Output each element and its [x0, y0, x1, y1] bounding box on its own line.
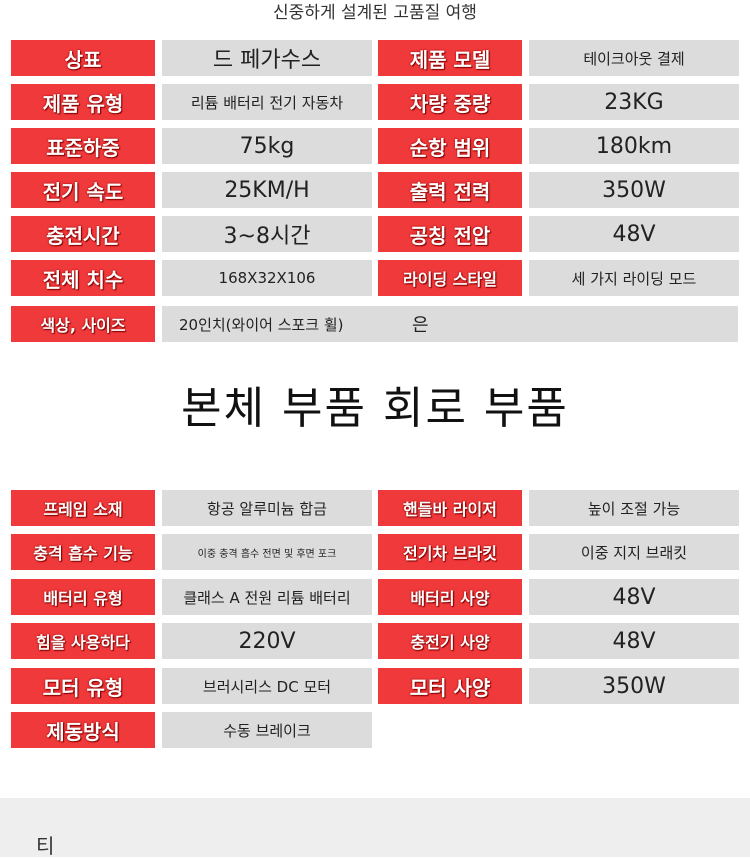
value-cell: 25KM/H — [162, 172, 372, 208]
label-cell: 충격 흡수 기능 — [11, 534, 155, 570]
label-cell: 표준하중 — [11, 128, 155, 164]
label-cell: 전체 치수 — [11, 260, 155, 296]
value-cell: 168X32X106 — [162, 260, 372, 296]
value-cell: 75kg — [162, 128, 372, 164]
value-cell: 수동 브레이크 — [162, 712, 372, 748]
label-cell: 라이딩 스타일 — [378, 260, 522, 296]
value-cell: 이중 지지 브래킷 — [529, 534, 739, 570]
label-cell: 순항 범위 — [378, 128, 522, 164]
value-cell: 48V — [529, 216, 739, 252]
label-cell: 충전기 사양 — [378, 623, 522, 659]
value-cell: 리튬 배터리 전기 자동차 — [162, 84, 372, 120]
value-cell: 항공 알루미늄 합금 — [162, 490, 372, 526]
label-cell: 상표 — [11, 40, 155, 76]
footer-text: 티 — [36, 834, 55, 858]
label-cell: 모터 유형 — [11, 668, 155, 704]
value-cell: 클래스 A 전원 리튬 배터리 — [162, 579, 372, 615]
value-cell: 드 페가수스 — [162, 40, 372, 76]
value-cell: 23KG — [529, 84, 739, 120]
label-cell: 제품 모델 — [378, 40, 522, 76]
label-cell: 충전시간 — [11, 216, 155, 252]
label-cell: 프레임 소재 — [11, 490, 155, 526]
value-cell: 이중 충격 흡수 전면 및 후면 포크 — [162, 534, 372, 570]
label-cell: 배터리 유형 — [11, 579, 155, 615]
label-cell: 배터리 사양 — [378, 579, 522, 615]
label-cell: 전기 속도 — [11, 172, 155, 208]
label-cell: 제동방식 — [11, 712, 155, 748]
label-cell: 모터 사양 — [378, 668, 522, 704]
value-cell: 브러시리스 DC 모터 — [162, 668, 372, 704]
label-cell: 색상, 사이즈 — [11, 306, 155, 342]
value-cell: 테이크아웃 결제 — [529, 40, 739, 76]
value-cell: 220V — [162, 623, 372, 659]
value-cell: 48V — [529, 579, 739, 615]
value-cell: 48V — [529, 623, 739, 659]
label-cell: 차량 중량 — [378, 84, 522, 120]
value-text: 20인치(와이어 스포크 휠) — [179, 315, 344, 334]
section-heading: 본체 부품 회로 부품 — [181, 383, 569, 434]
label-cell: 전기차 브라킷 — [378, 534, 522, 570]
value-cell: 3~8시간 — [162, 216, 372, 252]
value-cell: 세 가지 라이딩 모드 — [529, 260, 739, 296]
value-cell: 높이 조절 가능 — [529, 490, 739, 526]
value-cell: 20인치(와이어 스포크 휠) 은 — [162, 306, 738, 342]
value-cell: 350W — [529, 172, 739, 208]
value-text: 은 — [412, 315, 429, 336]
footer-panel: 티 — [0, 798, 750, 858]
label-cell: 제품 유형 — [11, 84, 155, 120]
label-cell: 공칭 전압 — [378, 216, 522, 252]
label-cell: 핸들바 라이저 — [378, 490, 522, 526]
label-cell: 힘을 사용하다 — [11, 623, 155, 659]
value-cell: 350W — [529, 668, 739, 704]
subtitle: 신중하게 설계된 고품질 여행 — [273, 3, 477, 23]
value-cell: 180km — [529, 128, 739, 164]
label-cell: 출력 전력 — [378, 172, 522, 208]
